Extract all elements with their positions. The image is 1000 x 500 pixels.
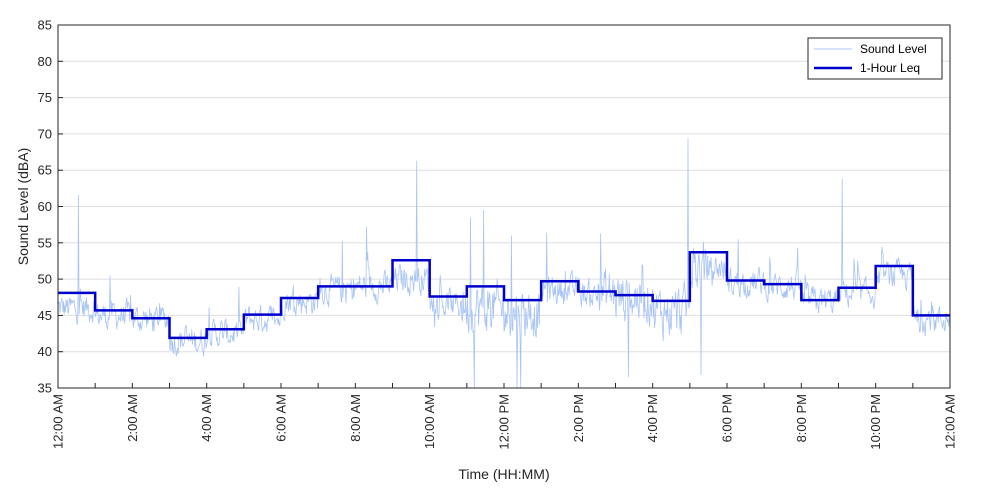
x-tick-label: 6:00 AM xyxy=(274,394,289,442)
x-tick-label: 8:00 AM xyxy=(348,394,363,442)
x-tick-label: 10:00 PM xyxy=(868,394,883,450)
x-tick-label: 4:00 PM xyxy=(645,394,660,442)
x-tick-label: 2:00 AM xyxy=(125,394,140,442)
y-tick-label: 50 xyxy=(38,272,52,287)
x-tick-label: 6:00 PM xyxy=(720,394,735,442)
legend-label-leq: 1-Hour Leq xyxy=(860,61,920,75)
y-tick-label: 55 xyxy=(38,235,52,250)
y-tick-label: 40 xyxy=(38,344,52,359)
x-tick-label: 2:00 PM xyxy=(571,394,586,442)
legend-label-sound-level: Sound Level xyxy=(860,42,927,56)
y-tick-label: 70 xyxy=(38,126,52,141)
y-axis: 35 40 45 50 55 60 65 70 75 80 85 xyxy=(38,18,63,396)
x-axis-title: Time (HH:MM) xyxy=(458,466,549,482)
y-tick-label: 85 xyxy=(38,18,52,33)
x-tick-label: 12:00 AM xyxy=(51,394,66,449)
y-tick-label: 45 xyxy=(38,308,52,323)
legend-box xyxy=(807,37,943,80)
y-tick-label: 80 xyxy=(38,54,52,69)
x-tick-label: 12:00 PM xyxy=(497,394,512,450)
x-axis: 12:00 AM 2:00 AM 4:00 AM 6:00 AM 8:00 AM 10:0… xyxy=(51,383,958,450)
y-axis-title: Sound Level (dBA) xyxy=(15,148,31,266)
y-tick-label: 75 xyxy=(38,90,52,105)
y-tick-label: 35 xyxy=(38,381,52,396)
y-tick-label: 65 xyxy=(38,163,52,178)
x-tick-label: 4:00 AM xyxy=(199,394,214,442)
x-tick-label: 10:00 AM xyxy=(422,394,437,449)
y-tick-label: 60 xyxy=(38,199,52,214)
legend: Sound Level 1-Hour Leq xyxy=(807,37,943,80)
x-tick-label: 12:00 AM xyxy=(943,394,958,449)
x-tick-label: 8:00 PM xyxy=(794,394,809,442)
leq-series xyxy=(58,250,950,340)
leq-step-line xyxy=(58,250,950,340)
